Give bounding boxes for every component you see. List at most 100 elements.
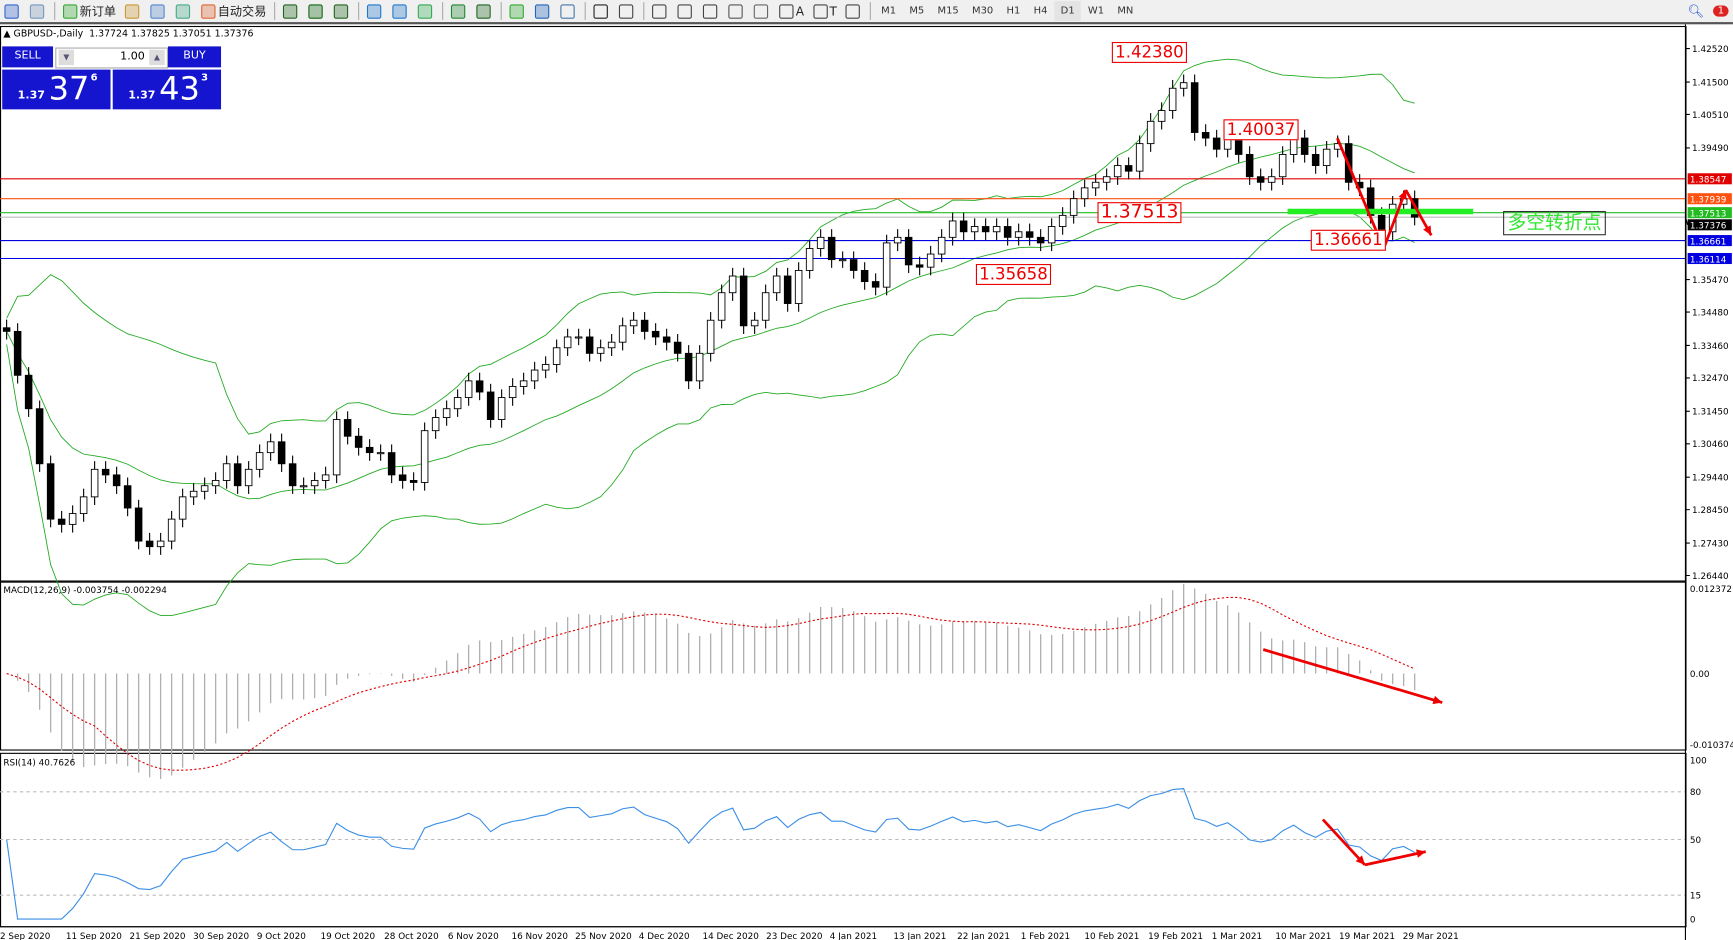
cursor-button[interactable] <box>589 1 614 21</box>
metaeditor-button[interactable] <box>120 1 145 21</box>
price-marker-text: 1.37376 <box>1690 222 1727 232</box>
bar-chart-button[interactable] <box>279 1 304 21</box>
bear-candle <box>475 380 484 393</box>
rsi-arrow-down-head <box>1355 855 1365 865</box>
candlestick-button[interactable] <box>304 1 329 21</box>
bear-candle <box>409 480 418 483</box>
text-button[interactable]: A <box>775 1 809 21</box>
bull-candle <box>574 336 583 339</box>
new-chart-button[interactable] <box>0 1 25 21</box>
sell-button[interactable]: SELL <box>2 46 54 68</box>
date-label: 10 Feb 2021 <box>1084 932 1139 940</box>
price-tick-label: 1.30460 <box>1692 440 1729 450</box>
timeframe-m1[interactable]: M1 <box>881 5 897 17</box>
bull-candle <box>189 490 198 498</box>
annotation-recent-low[interactable]: 1.36661 <box>1310 229 1386 251</box>
toolbar-label: A <box>795 3 805 19</box>
timeframe-d1[interactable]: D1 <box>1054 1 1082 21</box>
macd-arrow <box>1262 648 1443 704</box>
timeframe-m15[interactable]: M15 <box>937 5 959 17</box>
equidistant-channel-icon <box>728 3 743 19</box>
bear-candle <box>112 474 121 487</box>
bear-candle <box>673 341 682 354</box>
timeframe-m5[interactable]: M5 <box>909 5 925 17</box>
bull-candle <box>629 319 638 327</box>
annotation-low[interactable]: 1.35658 <box>975 263 1052 285</box>
equidistant-channel-button[interactable] <box>724 1 749 21</box>
buy-button[interactable]: BUY <box>167 46 222 68</box>
fibonacci-button[interactable] <box>749 1 774 21</box>
timeframe-h1[interactable]: H1 <box>1006 5 1021 17</box>
sell-price-box[interactable]: 1.37 37 6 <box>2 69 111 110</box>
templates-button[interactable] <box>556 1 581 21</box>
chart-area[interactable]: 1.42520 1.41500 1.40510 1.39490 1.35470 1.344… <box>0 24 1733 940</box>
search-icon[interactable]: 🔍︎ <box>1687 3 1705 19</box>
timeframe-mn[interactable]: MN <box>1117 5 1134 17</box>
bull-bear-pivot-label[interactable]: 多空转折点 <box>1503 210 1606 236</box>
autotrading-button[interactable]: 自动交易 <box>197 1 271 21</box>
toolbar-label: 新订单 <box>79 4 117 19</box>
price-marker-1.37376 <box>1687 219 1732 231</box>
price-tick-label: 1.39490 <box>1692 144 1729 154</box>
periods-button[interactable] <box>530 1 555 21</box>
bear-candle <box>13 330 22 376</box>
annotation-lower-high[interactable]: 1.40037 <box>1223 119 1299 141</box>
date-label: 28 Oct 2020 <box>384 932 439 940</box>
lot-size-stepper[interactable]: ▼ 1.00 ▲ <box>55 47 168 69</box>
increase-lot-button[interactable]: ▲ <box>149 49 165 66</box>
price-marker-1.38547 <box>1687 173 1732 185</box>
macd-tick-label: 0.012372 <box>1690 585 1732 595</box>
bear-candle <box>398 474 407 481</box>
price-tick-label: 1.35470 <box>1692 276 1729 286</box>
annotation-pivot[interactable]: 1.37513 <box>1097 202 1182 224</box>
lot-value[interactable]: 1.00 <box>120 50 145 63</box>
trendline-button[interactable] <box>698 1 723 21</box>
buy-label: BUY <box>183 49 206 62</box>
timeframe-h4[interactable]: H4 <box>1033 5 1048 17</box>
bear-candle <box>35 408 44 465</box>
zoom-out-button[interactable] <box>388 1 413 21</box>
decrease-lot-button[interactable]: ▼ <box>58 49 75 66</box>
bear-candle <box>46 463 55 520</box>
zoom-in-button[interactable] <box>363 1 388 21</box>
tile-windows-button[interactable] <box>413 1 438 21</box>
autoscroll-button[interactable] <box>447 1 472 21</box>
navigator-button[interactable] <box>146 1 171 21</box>
crosshair-button[interactable] <box>614 1 639 21</box>
text-label-icon <box>812 3 828 19</box>
bull-candle <box>882 242 891 288</box>
chart-shift-button[interactable] <box>472 1 497 21</box>
bull-candle <box>1278 153 1287 178</box>
bull-candle <box>1289 137 1298 155</box>
autoscroll-icon <box>450 3 466 19</box>
macd-title: MACD(12,26,9) -0.003754 -0.002294 <box>3 585 167 596</box>
bull-candle <box>772 275 781 294</box>
bull-candle <box>200 485 209 492</box>
new-order-button[interactable]: 新订单 <box>59 1 121 21</box>
vertical-line-button[interactable] <box>648 1 673 21</box>
bull-candle <box>442 408 451 419</box>
timeframe-m30[interactable]: M30 <box>972 5 994 17</box>
text-label-button[interactable]: T <box>808 1 841 21</box>
arrows-button[interactable] <box>841 1 866 21</box>
signals-button[interactable] <box>171 1 196 21</box>
bull-candle <box>1267 176 1276 183</box>
timeframe-w1[interactable]: W1 <box>1087 5 1105 17</box>
bull-candle <box>552 347 561 365</box>
zoom-window-button[interactable] <box>25 1 50 21</box>
buy-price-box[interactable]: 1.37 43 3 <box>112 69 222 110</box>
chart-shift-icon <box>476 3 491 19</box>
notifications-button[interactable]: 1 <box>1709 1 1733 21</box>
bull-candle <box>728 275 737 294</box>
rsi-title: RSI(14) 40.7626 <box>3 757 76 768</box>
line-chart-button[interactable] <box>329 1 354 21</box>
bear-candle <box>277 441 286 465</box>
indicators-button[interactable] <box>505 1 530 21</box>
trendline-icon <box>702 3 718 19</box>
bull-candle <box>1014 231 1023 238</box>
date-label: 2 Sep 2020 <box>0 932 51 940</box>
rsi-arrow-up-head <box>1416 849 1426 858</box>
horizontal-line-button[interactable] <box>673 1 698 21</box>
bull-candle <box>1069 198 1078 216</box>
annotation-high[interactable]: 1.42380 <box>1111 41 1188 63</box>
